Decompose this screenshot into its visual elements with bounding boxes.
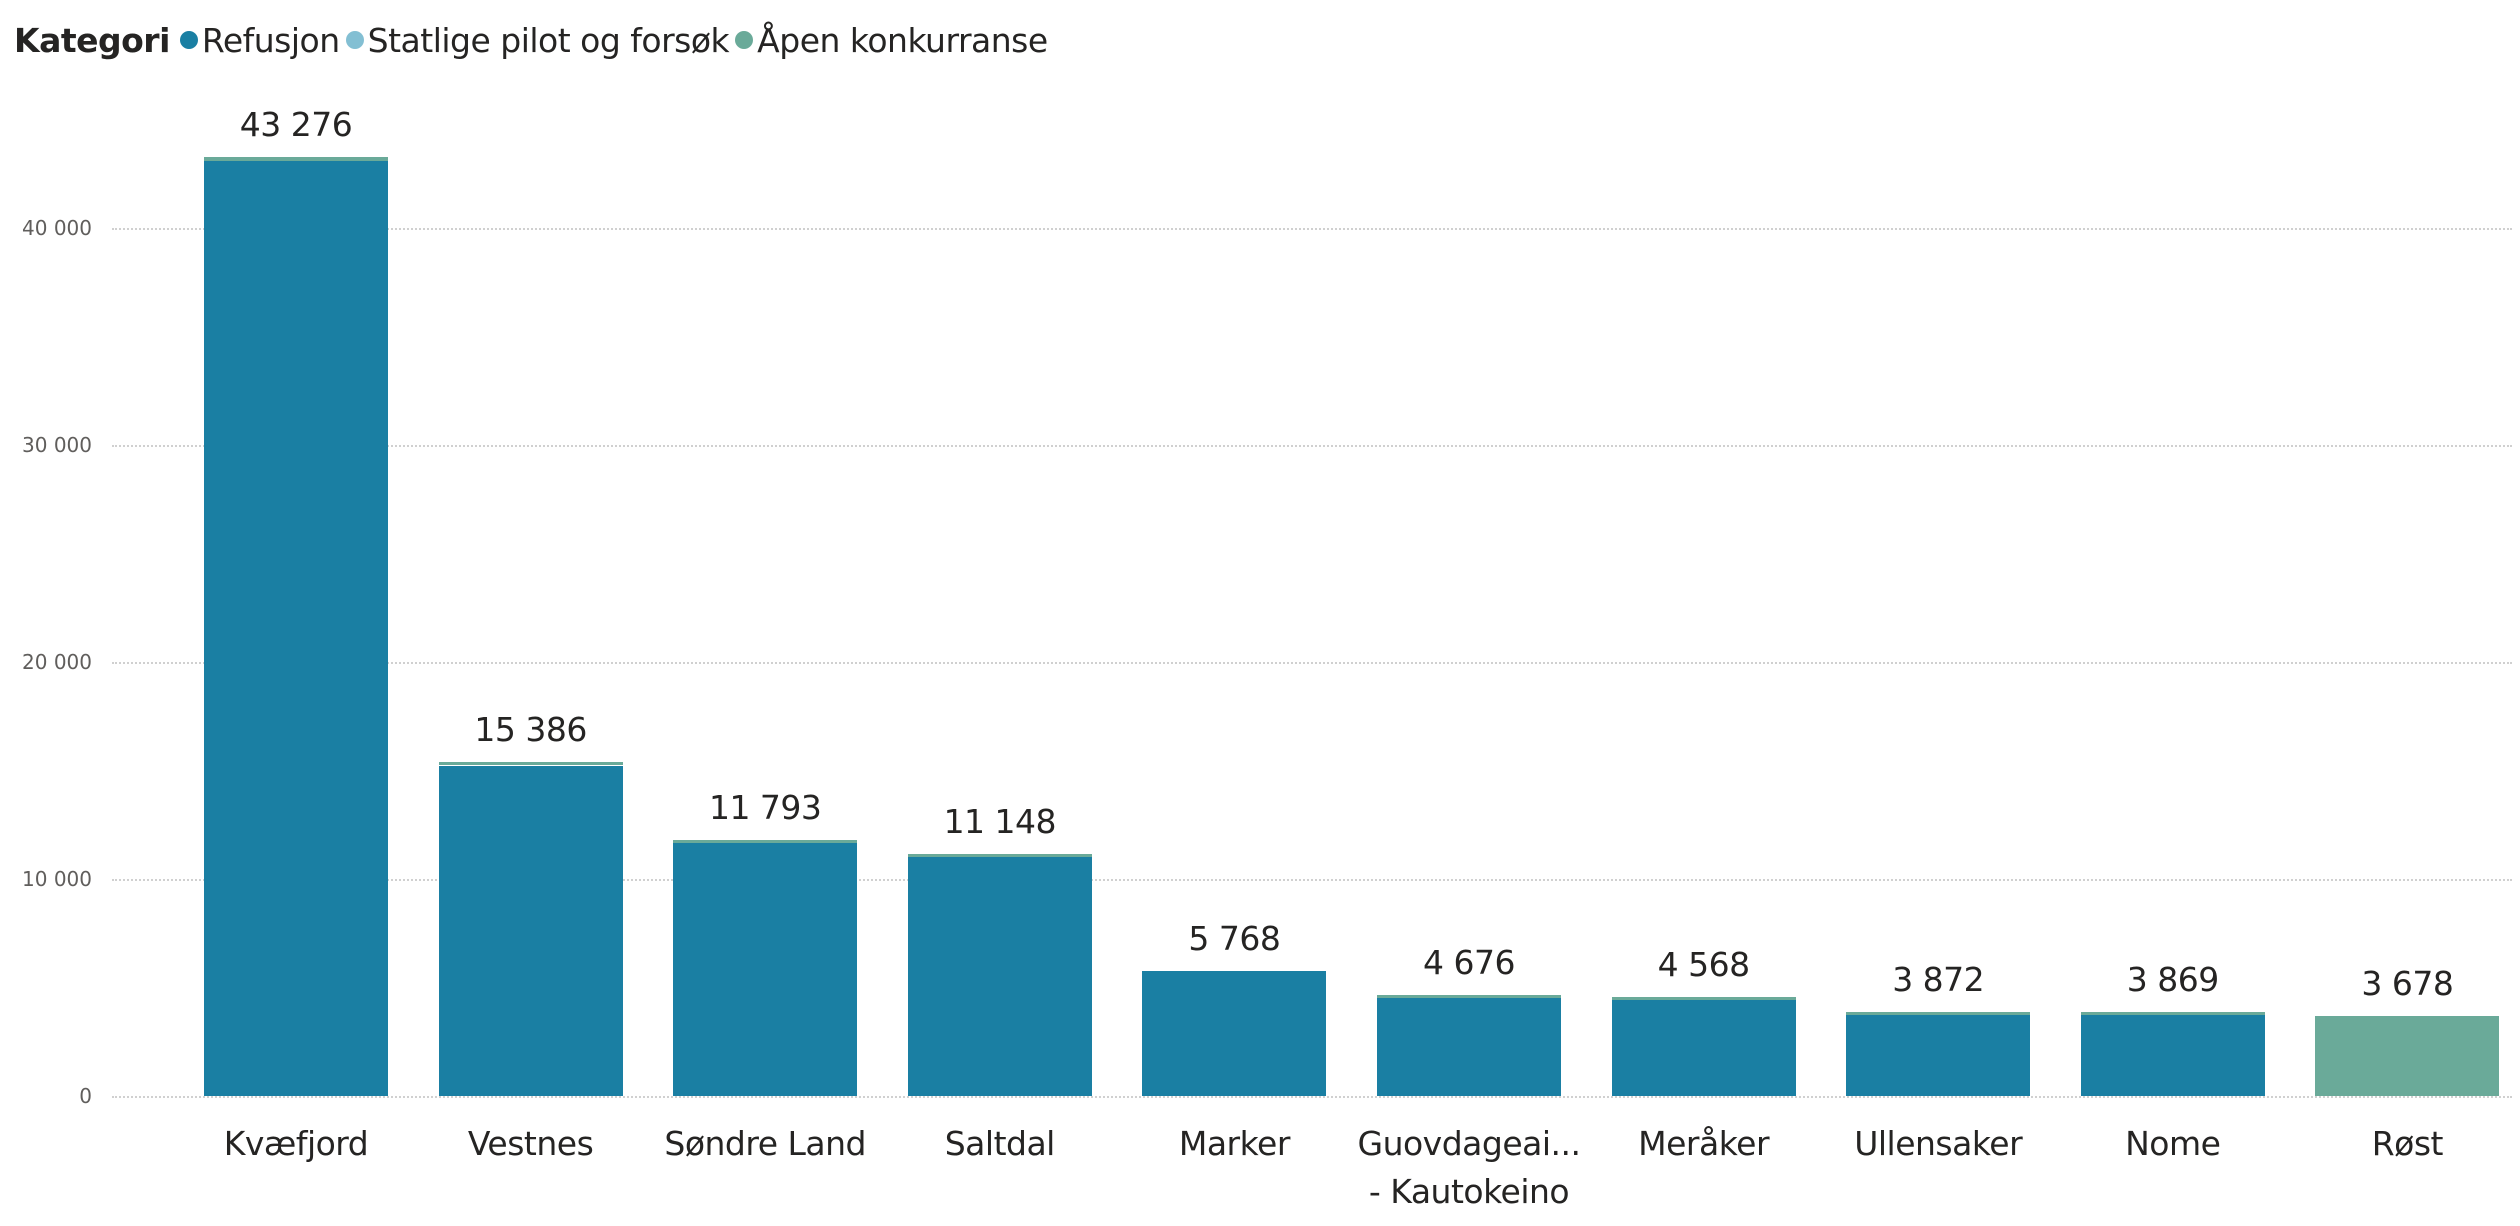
x-axis-category-label: Kvæfjord (179, 1120, 413, 1168)
legend-dot-icon (735, 31, 754, 49)
category-line-1: Guovdageai... (1357, 1124, 1582, 1163)
gridline (112, 879, 2512, 881)
bar-segment[interactable] (204, 160, 388, 1096)
bar-segment[interactable] (1377, 996, 1561, 1096)
x-axis-category-label: Meråker (1587, 1120, 1821, 1168)
bar-segment[interactable] (673, 840, 858, 844)
bar-segment[interactable] (204, 156, 388, 161)
legend-label: Statlige pilot og forsøk (367, 20, 730, 60)
legend-dot-icon (345, 31, 364, 49)
data-label: 15 386 (474, 710, 587, 750)
bar-segment[interactable] (1846, 1011, 2031, 1015)
category-line-1: Vestnes (467, 1124, 594, 1163)
legend-label: Refusjon (201, 20, 340, 60)
bar-segment[interactable] (438, 765, 623, 1096)
category-line-1: Marker (1178, 1124, 1291, 1163)
bar-segment[interactable] (1377, 994, 1561, 998)
legend: Kategori Refusjon Statlige pilot og fors… (14, 18, 1054, 62)
legend-item-apen-konkurranse[interactable]: Åpen konkurranse (735, 20, 1048, 60)
data-label: 11 148 (943, 802, 1057, 842)
data-label: 3 872 (1892, 959, 1985, 999)
category-line-1: Meråker (1638, 1124, 1770, 1163)
legend-label: Åpen konkurranse (757, 20, 1048, 60)
y-axis-tick-label: 0 (79, 1084, 92, 1108)
bar-segment[interactable] (673, 842, 858, 1096)
bar-segment[interactable] (438, 762, 623, 766)
bar-segment[interactable] (1846, 1013, 2031, 1096)
bar-segment[interactable] (1142, 970, 1327, 1096)
x-axis-category-label: Røst (2290, 1120, 2520, 1168)
x-axis-category-label: Guovdageai... - Kautokeino (1352, 1120, 1586, 1216)
legend-item-refusjon[interactable]: Refusjon (179, 20, 340, 60)
category-line-1: Røst (2371, 1124, 2444, 1163)
gridline (112, 445, 2512, 447)
y-axis-tick-label: 40 000 (22, 216, 92, 240)
legend-dot-icon (179, 31, 198, 49)
category-line-1: Søndre Land (664, 1124, 866, 1163)
category-line-1: Nome (2125, 1124, 2221, 1163)
data-label: 5 768 (1188, 918, 1281, 958)
x-axis-category-label: Nome (2056, 1120, 2290, 1168)
category-line-1: Saltdal (944, 1124, 1056, 1163)
legend-item-statlige-pilot[interactable]: Statlige pilot og forsøk (345, 20, 730, 60)
x-axis-category-label: Ullensaker (1821, 1120, 2055, 1168)
category-line-1: Ullensaker (1854, 1124, 2023, 1163)
y-axis-tick-label: 10 000 (22, 867, 92, 891)
data-label: 3 678 (2361, 964, 2454, 1004)
y-axis-tick-label: 20 000 (22, 650, 92, 674)
bar-segment[interactable] (1611, 998, 1796, 1096)
bar-segment[interactable] (1611, 996, 1796, 1000)
y-axis-tick-label: 30 000 (22, 433, 92, 457)
category-line-2: - Kautokeino (1368, 1172, 1570, 1211)
bar-segment[interactable] (2315, 1016, 2500, 1096)
bar-segment[interactable] (907, 854, 1092, 858)
data-label: 3 869 (2126, 960, 2219, 1000)
data-label: 4 568 (1657, 944, 1750, 984)
gridline (112, 1096, 2512, 1098)
x-axis-category-label: Marker (1117, 1120, 1351, 1168)
gridline (112, 662, 2512, 664)
category-line-1: Kvæfjord (223, 1124, 369, 1163)
gridline (112, 228, 2512, 230)
x-axis-category-label: Saltdal (883, 1120, 1117, 1168)
data-label: 4 676 (1423, 942, 1515, 982)
data-label: 11 793 (708, 788, 822, 828)
bar-segment[interactable] (2080, 1012, 2265, 1016)
legend-title: Kategori (14, 20, 170, 60)
bar-segment[interactable] (2080, 1012, 2265, 1096)
x-axis-category-label: Vestnes (414, 1120, 648, 1168)
data-label: 43 276 (239, 104, 353, 144)
bar-segment[interactable] (907, 855, 1092, 1096)
x-axis-category-label: Søndre Land (648, 1120, 882, 1168)
